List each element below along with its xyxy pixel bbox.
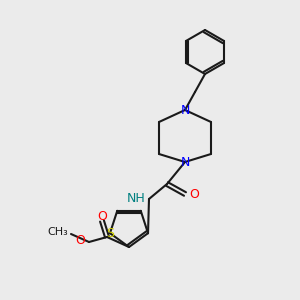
- Text: O: O: [75, 235, 85, 248]
- Text: S: S: [106, 227, 114, 240]
- Text: O: O: [97, 209, 107, 223]
- Text: N: N: [180, 155, 190, 169]
- Text: NH: NH: [127, 193, 146, 206]
- Text: O: O: [189, 188, 199, 200]
- Text: CH₃: CH₃: [47, 227, 68, 237]
- Text: N: N: [180, 103, 190, 116]
